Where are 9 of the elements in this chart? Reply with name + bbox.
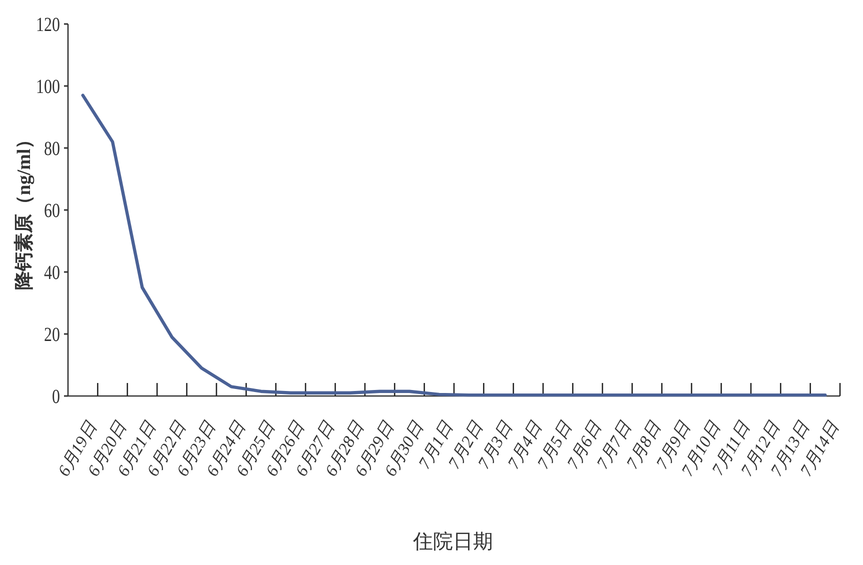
y-tick-label: 120 bbox=[36, 13, 60, 36]
y-tick-label: 40 bbox=[44, 261, 60, 284]
y-tick-label: 0 bbox=[52, 385, 60, 408]
y-tick-label: 60 bbox=[44, 199, 60, 222]
y-tick-label: 100 bbox=[36, 75, 60, 98]
x-axis-title: 住院日期 bbox=[412, 531, 493, 553]
y-tick-label: 20 bbox=[44, 323, 60, 346]
y-axis-title: 降钙素原（ng/ml） bbox=[13, 130, 35, 290]
y-tick-label: 80 bbox=[44, 137, 60, 160]
